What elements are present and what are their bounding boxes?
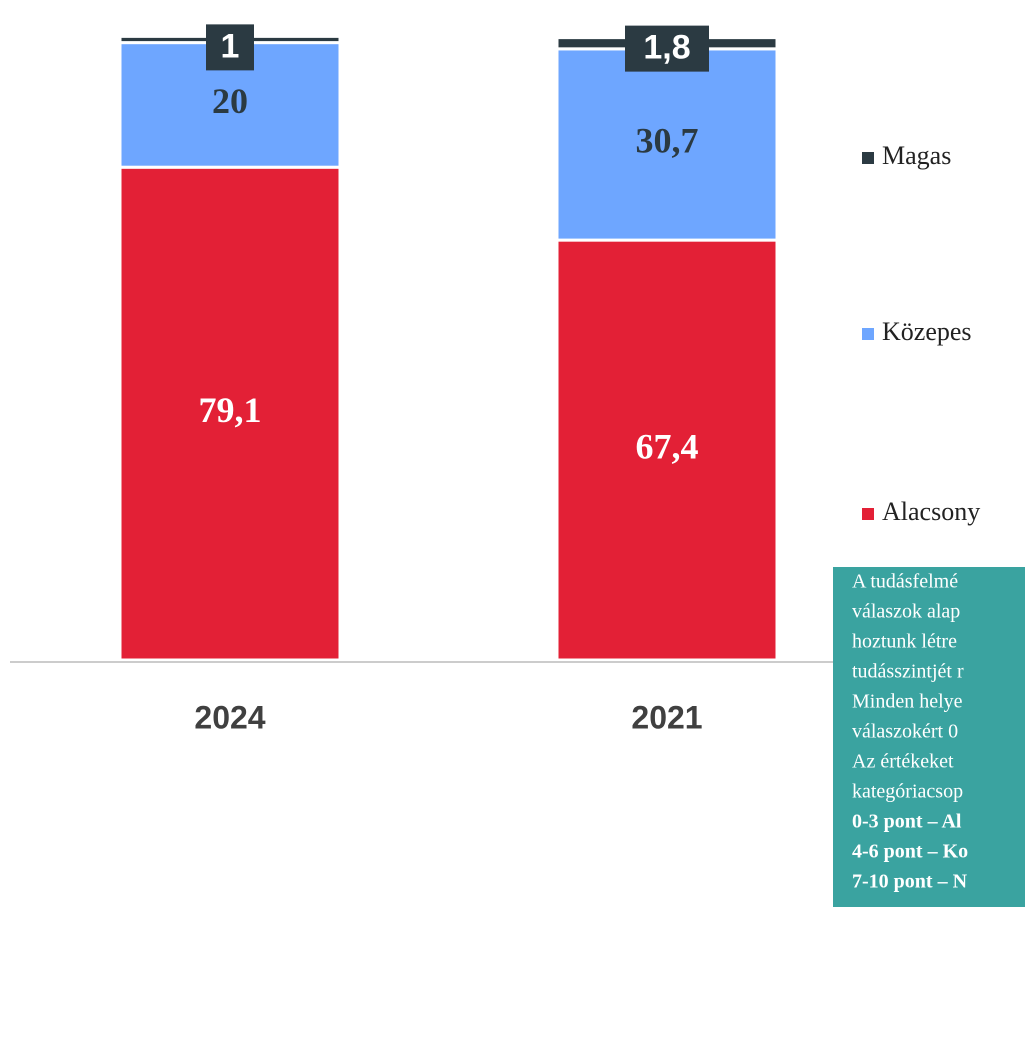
note-line: hoztunk létre bbox=[852, 631, 957, 653]
value-label: 79,1 bbox=[199, 390, 262, 430]
note-line: Az értékeket bbox=[852, 751, 954, 773]
note-line: A tudásfelmé bbox=[852, 571, 958, 593]
note-line: 4-6 pont – Ko bbox=[852, 841, 968, 863]
note-line: 7-10 pont – N bbox=[852, 871, 968, 893]
bar-segment bbox=[555, 47, 779, 242]
note-line: Minden helye bbox=[852, 691, 963, 713]
legend-label: Magas bbox=[882, 141, 951, 170]
x-tick-label: 2021 bbox=[631, 699, 702, 735]
x-tick-label: 2024 bbox=[194, 699, 265, 735]
legend-label: Alacsony bbox=[882, 497, 980, 526]
legend-swatch bbox=[862, 508, 874, 520]
legend-swatch bbox=[862, 152, 874, 164]
value-label: 67,4 bbox=[636, 426, 699, 466]
note-line: válaszok alap bbox=[852, 601, 960, 623]
legend-swatch bbox=[862, 328, 874, 340]
note-box bbox=[833, 567, 1025, 907]
value-label: 20 bbox=[212, 81, 248, 121]
label-box bbox=[206, 24, 254, 71]
bar-segment bbox=[118, 165, 342, 662]
note-line: tudásszintjét r bbox=[852, 661, 964, 683]
note-line: 0-3 pont – Al bbox=[852, 811, 962, 833]
label-box bbox=[625, 25, 709, 72]
value-label: 1 bbox=[221, 27, 240, 65]
legend-label: Közepes bbox=[882, 317, 972, 346]
value-label: 1,8 bbox=[643, 29, 690, 67]
note-line: válaszokért 0 bbox=[852, 721, 958, 743]
value-label: 30,7 bbox=[636, 121, 699, 161]
bar-segment bbox=[555, 238, 779, 662]
note-line: kategóriacsop bbox=[852, 781, 963, 803]
